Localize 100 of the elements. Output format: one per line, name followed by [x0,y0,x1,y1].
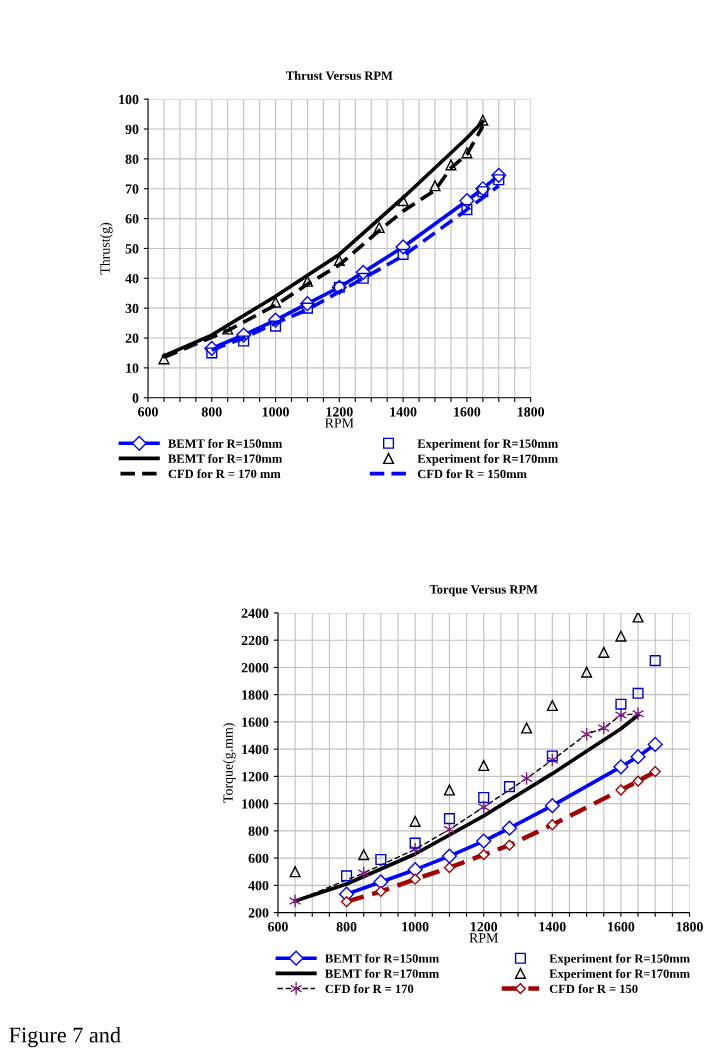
point [373,221,385,234]
point [613,759,629,775]
point [544,798,560,814]
legend-label: CFD for R = 170 [325,984,414,994]
caption: Figure 7 and [9,1026,121,1048]
point [289,866,301,878]
x-tick-label: 1600 [608,922,635,932]
point [409,837,421,849]
y-tick-label: 800 [248,826,269,836]
point [615,698,627,710]
y-tick-label: 1400 [242,744,269,755]
point [397,248,409,260]
y-tick-label: 400 [248,880,269,891]
y-tick-label: 600 [248,853,269,864]
y-axis-title: Torque(g.mm) [222,723,236,803]
y-tick-label: 10 [126,363,139,373]
point [443,813,456,825]
y-tick-label: 1800 [242,690,269,700]
point [503,781,516,793]
point [615,630,627,642]
point [477,186,489,198]
chart-title: Thrust Versus RPM [286,71,393,80]
point [333,254,345,266]
point [409,873,421,885]
x-tick-label: 600 [268,922,288,932]
legend-label: BEMT for R=150mm [168,438,283,448]
point [301,302,314,314]
y-tick-label: 60 [125,214,139,224]
point [441,848,458,864]
point [358,849,370,861]
point [395,239,411,255]
x-tick-label: 800 [201,407,222,417]
x-tick-label: 800 [336,922,357,932]
y-tick-label: 40 [125,273,139,284]
legend-label: CFD for R = 150 [549,984,638,994]
point [409,815,421,827]
legend-label: CFD for R = 150mm [417,469,527,479]
y-tick-label: 90 [125,124,139,134]
legend-label: Experiment for R=170mm [417,454,558,466]
point [478,759,490,772]
point [407,862,423,878]
point [521,722,533,734]
legend-label: Experiment for R=150mm [549,953,690,966]
x-axis-title: RPM [469,933,498,943]
y-tick-label: 2400 [241,608,269,618]
y-tick-label: 0 [132,393,139,403]
point [631,706,645,721]
point [632,775,644,787]
point [375,853,387,866]
point [301,275,314,287]
x-tick-label: 600 [138,407,158,417]
point [501,820,518,836]
point [503,839,516,851]
y-tick-label: 100 [119,94,139,105]
x-tick-label: 1800 [676,922,703,932]
point [598,646,610,659]
point [445,159,457,171]
point [632,687,644,699]
point [581,666,593,678]
legend-label: Experiment for R=170mm [549,969,690,981]
point [630,749,646,765]
point [397,195,409,207]
point [478,849,490,861]
point [649,655,661,667]
x-tick-label: 1400 [390,407,417,417]
point [459,193,475,209]
y-tick-label: 2200 [241,635,269,646]
x-tick-label: 1200 [326,407,353,417]
point [476,833,492,849]
x-tick-label: 1800 [517,407,545,417]
point [270,296,282,308]
y-tick-label: 30 [125,303,139,314]
y-tick-label: 200 [248,908,269,918]
chart-title: Torque Versus RPM [429,585,538,597]
legend-label: BEMT for R=170mm [325,968,439,978]
point [238,335,250,347]
legend-label: BEMT for R=170mm [168,454,283,463]
point [443,862,456,874]
legend-label: Experiment for R=150mm [417,438,558,451]
legend-label: BEMT for R=150mm [325,953,439,963]
point [632,612,644,623]
point [649,766,661,778]
x-tick-label: 1000 [262,407,289,417]
x-axis-title: RPM [325,418,354,428]
point [158,353,170,365]
point [477,114,489,126]
point [270,320,282,332]
y-tick-label: 1200 [242,771,269,782]
y-tick-label: 2000 [241,663,269,673]
y-tick-label: 1600 [242,717,269,727]
point [289,894,302,908]
point [647,736,663,752]
point [546,750,558,762]
y-tick-label: 50 [125,244,139,254]
x-tick-label: 1000 [402,922,429,932]
point [443,784,456,796]
point [340,896,353,908]
point [222,323,234,335]
point [478,791,490,804]
point [375,885,387,898]
